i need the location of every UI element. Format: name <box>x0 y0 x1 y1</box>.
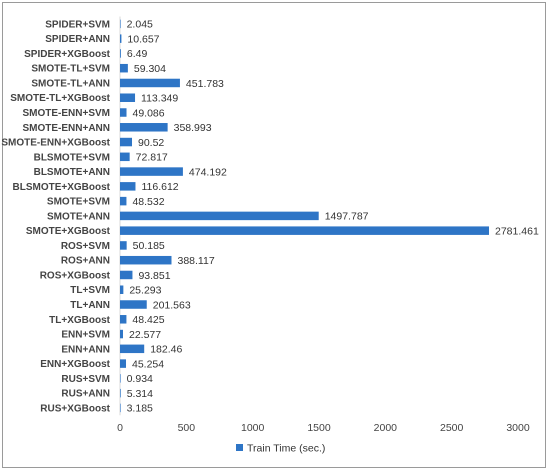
x-tick-label: 1500 <box>307 422 331 434</box>
category-label: SMOTE-TL+XGBoost <box>10 93 110 104</box>
category-label: SPIDER+ANN <box>45 34 110 45</box>
category-label: TL+XGBoost <box>49 315 111 326</box>
legend: Train Time (sec.) <box>236 443 325 455</box>
category-label: SMOTE-ENN+XGBoost <box>1 138 110 149</box>
category-label: RUS+SVM <box>61 374 110 385</box>
data-label: 10.657 <box>127 33 159 45</box>
bar <box>120 152 130 162</box>
bar <box>120 255 172 265</box>
bar <box>120 374 121 383</box>
data-label: 45.254 <box>132 358 164 370</box>
data-label: 388.117 <box>177 255 214 267</box>
bar <box>120 270 133 280</box>
data-label: 6.49 <box>127 48 148 60</box>
category-label: SMOTE+ANN <box>47 211 110 222</box>
data-label: 48.532 <box>132 196 164 208</box>
bar <box>120 344 145 354</box>
category-label: TL+ANN <box>70 300 110 311</box>
data-label: 72.817 <box>136 152 168 164</box>
bar <box>120 388 121 398</box>
bar <box>120 123 168 132</box>
category-label: BLSMOTE+SVM <box>34 152 110 163</box>
category-label: BLSMOTE+XGBoost <box>12 182 110 193</box>
bar <box>120 285 124 294</box>
data-label: 474.192 <box>189 166 227 178</box>
bar <box>120 182 136 191</box>
data-label: 25.293 <box>129 285 161 297</box>
x-tick-label: 500 <box>178 422 196 434</box>
bar <box>120 108 127 117</box>
data-label: 451.783 <box>186 78 224 90</box>
bar <box>120 167 183 176</box>
category-label: TL+SVM <box>70 285 110 296</box>
bar <box>120 137 133 147</box>
category-label: SMOTE+SVM <box>47 197 110 208</box>
data-label: 90.52 <box>138 137 164 149</box>
category-label: SMOTE+XGBoost <box>26 226 111 237</box>
data-label: 1497.787 <box>325 211 369 223</box>
data-label: 59.304 <box>134 63 166 75</box>
data-label: 201.563 <box>153 299 191 311</box>
data-label: 182.46 <box>150 344 182 356</box>
category-label: ENN+ANN <box>61 344 110 355</box>
category-label: SPIDER+XGBoost <box>24 49 111 60</box>
data-label: 22.577 <box>129 329 161 341</box>
data-label: 113.349 <box>141 93 178 105</box>
bar <box>120 34 122 43</box>
category-label: SPIDER+SVM <box>45 19 110 30</box>
bar <box>120 49 121 58</box>
category-label: ENN+XGBoost <box>40 359 110 370</box>
category-label: SMOTE-ENN+ANN <box>22 123 110 134</box>
legend-swatch <box>236 444 243 451</box>
data-label: 49.086 <box>133 107 165 119</box>
data-label: 5.314 <box>127 388 153 400</box>
x-tick-label: 2500 <box>440 422 464 434</box>
data-label: 50.185 <box>133 240 165 252</box>
x-tick-label: 1000 <box>241 422 265 434</box>
bar <box>120 211 319 221</box>
legend-label: Train Time (sec.) <box>247 443 325 455</box>
bar <box>120 403 121 413</box>
category-label: RUS+ANN <box>61 389 110 400</box>
x-tick-label: 0 <box>117 422 123 434</box>
bar <box>120 241 127 250</box>
category-label: ROS+ANN <box>61 256 110 267</box>
category-label: SMOTE-TL+ANN <box>31 78 110 89</box>
bar <box>120 78 180 88</box>
data-label: 0.934 <box>127 373 153 385</box>
category-label: ROS+SVM <box>61 241 110 252</box>
category-label: ROS+XGBoost <box>40 270 111 281</box>
bar <box>120 329 123 339</box>
bar <box>120 359 127 368</box>
category-label: RUS+XGBoost <box>40 403 110 414</box>
bar <box>120 300 147 309</box>
data-label: 2781.461 <box>495 225 539 237</box>
x-tick-label: 3000 <box>506 422 530 434</box>
data-label: 3.185 <box>127 403 153 415</box>
category-label: SMOTE-TL+SVM <box>31 64 110 75</box>
bar <box>120 226 490 235</box>
category-label: BLSMOTE+ANN <box>34 167 110 178</box>
chart-frame <box>2 2 546 468</box>
bar <box>120 315 127 324</box>
bar <box>120 93 136 102</box>
data-label: 93.851 <box>138 270 170 282</box>
bar <box>120 63 128 73</box>
category-label: SMOTE-ENN+SVM <box>22 108 110 119</box>
data-label: 2.045 <box>127 19 153 31</box>
data-label: 48.425 <box>132 314 164 326</box>
bar <box>120 196 127 206</box>
data-label: 116.612 <box>141 181 178 193</box>
x-tick-label: 2000 <box>374 422 398 434</box>
data-label: 358.993 <box>174 122 212 134</box>
category-label: ENN+SVM <box>61 330 110 341</box>
bar <box>120 19 121 29</box>
